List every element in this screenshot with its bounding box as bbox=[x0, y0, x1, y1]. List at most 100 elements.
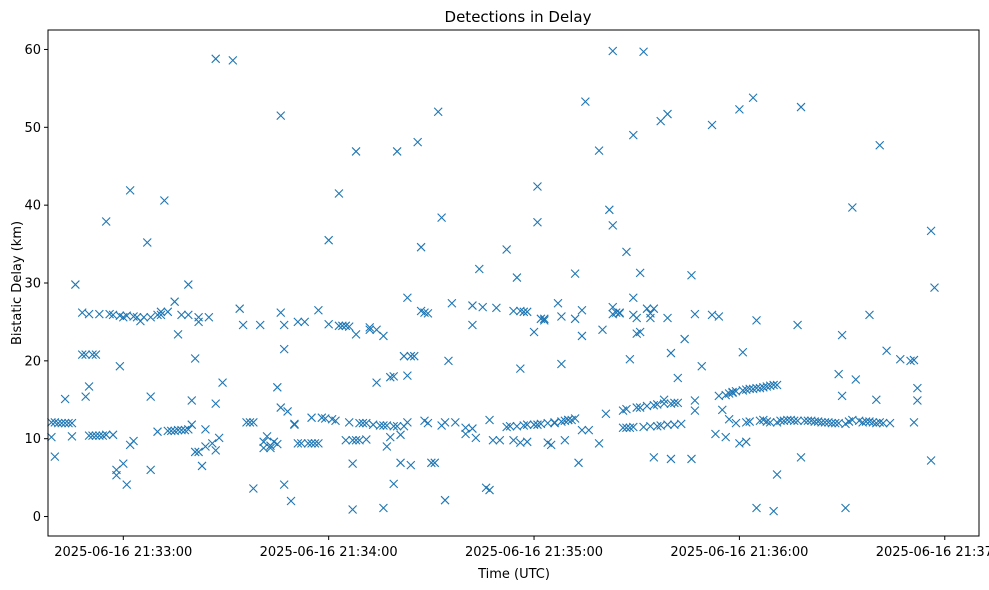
data-point bbox=[711, 429, 720, 439]
data-point bbox=[632, 403, 642, 412]
data-point bbox=[707, 120, 717, 130]
data-point bbox=[714, 312, 724, 321]
data-point bbox=[512, 273, 522, 282]
data-point bbox=[440, 417, 450, 427]
data-point bbox=[604, 205, 614, 215]
y-axis-label: Bistatic Delay (km) bbox=[10, 221, 25, 345]
data-point bbox=[522, 307, 532, 317]
data-point bbox=[201, 442, 210, 451]
data-point bbox=[515, 364, 525, 374]
data-point bbox=[574, 458, 583, 468]
data-point bbox=[146, 392, 156, 402]
data-point bbox=[478, 302, 488, 312]
data-point bbox=[433, 107, 443, 117]
data-point bbox=[676, 419, 686, 429]
data-point bbox=[197, 461, 207, 471]
data-point bbox=[663, 420, 672, 430]
data-point bbox=[841, 503, 850, 513]
data-point bbox=[142, 238, 152, 247]
data-point bbox=[84, 431, 94, 440]
data-point bbox=[485, 415, 494, 425]
data-point bbox=[926, 456, 936, 465]
data-point bbox=[851, 375, 861, 384]
data-point bbox=[560, 435, 570, 445]
data-point bbox=[594, 146, 604, 156]
data-point bbox=[895, 354, 905, 364]
data-point bbox=[847, 203, 857, 212]
data-point bbox=[450, 417, 460, 427]
data-point bbox=[84, 382, 94, 391]
data-point bbox=[88, 431, 97, 440]
x-tick-label: 2025-06-16 21:34:00 bbox=[260, 545, 398, 560]
data-point bbox=[690, 396, 700, 405]
data-point bbox=[314, 438, 323, 448]
data-point bbox=[125, 185, 135, 195]
data-point bbox=[60, 418, 70, 428]
data-point bbox=[372, 378, 381, 388]
data-point bbox=[793, 320, 802, 330]
data-point bbox=[416, 242, 426, 252]
data-point bbox=[396, 458, 405, 468]
data-point bbox=[646, 421, 655, 431]
data-point bbox=[272, 439, 282, 449]
data-point bbox=[334, 321, 344, 331]
data-point bbox=[156, 310, 166, 320]
data-point bbox=[379, 331, 388, 341]
data-point bbox=[865, 310, 874, 320]
data-point bbox=[276, 403, 286, 412]
data-point bbox=[519, 421, 529, 430]
data-point bbox=[622, 247, 631, 257]
data-point bbox=[47, 432, 56, 442]
data-point bbox=[146, 312, 156, 322]
data-point bbox=[735, 438, 744, 448]
data-point bbox=[529, 327, 539, 337]
data-point bbox=[608, 46, 618, 56]
data-point bbox=[666, 454, 676, 464]
data-point bbox=[468, 320, 477, 330]
data-point bbox=[341, 321, 351, 331]
data-point bbox=[625, 354, 635, 364]
data-point bbox=[163, 426, 173, 436]
data-point bbox=[248, 484, 258, 493]
data-point bbox=[618, 423, 628, 433]
data-point bbox=[580, 97, 590, 107]
data-point bbox=[837, 391, 847, 401]
data-point bbox=[522, 437, 532, 447]
data-point bbox=[403, 417, 412, 427]
data-point bbox=[262, 431, 272, 441]
data-point bbox=[926, 226, 936, 236]
data-point bbox=[77, 350, 87, 360]
data-point bbox=[351, 435, 361, 445]
data-point bbox=[173, 329, 183, 339]
data-point bbox=[649, 304, 659, 314]
data-point bbox=[413, 137, 423, 147]
data-point bbox=[625, 423, 635, 433]
data-point bbox=[211, 54, 221, 64]
data-point bbox=[91, 350, 101, 360]
data-point bbox=[392, 147, 402, 156]
data-point bbox=[272, 382, 282, 392]
data-point bbox=[817, 417, 826, 427]
data-point bbox=[159, 196, 169, 205]
data-point bbox=[276, 111, 286, 121]
data-point bbox=[717, 405, 727, 415]
data-point bbox=[348, 505, 358, 514]
data-point bbox=[557, 417, 566, 426]
axes: 2025-06-16 21:33:00 2025-06-16 21:34:00 20… bbox=[24, 43, 989, 560]
data-point bbox=[796, 102, 806, 112]
data-point bbox=[666, 348, 676, 358]
data-point bbox=[615, 308, 624, 318]
data-point bbox=[594, 438, 604, 448]
data-point bbox=[519, 307, 529, 317]
data-point bbox=[173, 425, 183, 435]
data-point bbox=[909, 417, 919, 427]
data-point bbox=[214, 433, 224, 443]
data-point bbox=[488, 435, 498, 445]
data-point bbox=[389, 372, 399, 381]
data-point bbox=[375, 421, 385, 430]
data-point bbox=[440, 495, 450, 505]
data-point bbox=[570, 314, 580, 324]
x-axis-label: Time (UTC) bbox=[477, 567, 550, 582]
y-tick-label: 40 bbox=[24, 199, 41, 214]
data-point bbox=[358, 418, 368, 428]
